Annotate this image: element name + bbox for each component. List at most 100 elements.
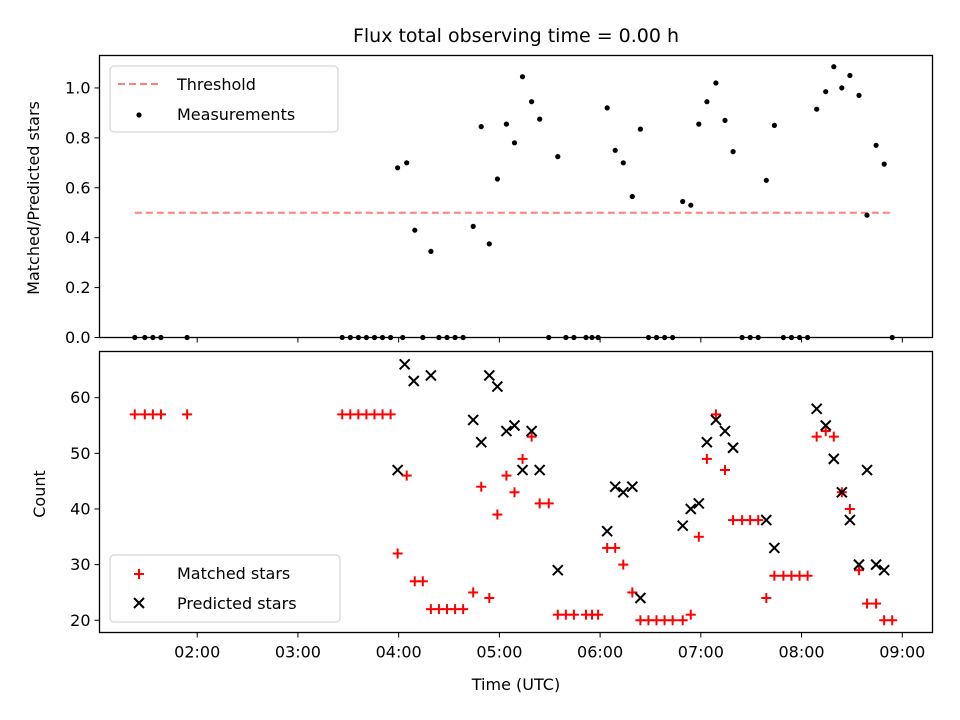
- measurement-point: [730, 149, 736, 155]
- top-axes-frame: [98, 54, 934, 339]
- y-tick-label: 30: [70, 555, 90, 574]
- matched-star-marker: [182, 409, 193, 420]
- bottom-legend-box: [109, 554, 341, 623]
- x-tick-label: 06:00: [577, 643, 623, 662]
- predicted-star-marker: [408, 375, 420, 387]
- figure-title: Flux total observing time = 0.00 h: [353, 25, 679, 47]
- predicted-star-marker: [533, 464, 546, 476]
- predicted-star-marker: [398, 358, 411, 371]
- matched-star-marker: [887, 615, 898, 626]
- matched-star-marker: [820, 426, 831, 437]
- matched-star-marker: [769, 570, 780, 581]
- predicted-star-marker: [491, 380, 504, 393]
- measurement-point: [395, 165, 401, 171]
- predicted-star-marker: [626, 481, 639, 493]
- matched-star-marker: [728, 515, 739, 526]
- matched-star-marker: [501, 470, 512, 481]
- bottom-panel: Count Time (UTC) 20 30 40 50 60 02:00 03:00 04…: [30, 350, 934, 694]
- measurement-point: [814, 106, 820, 112]
- matched-star-marker: [618, 559, 629, 570]
- matched-legend-marker: [134, 569, 144, 579]
- measurement-point: [537, 116, 543, 122]
- measurement-point: [823, 89, 829, 95]
- measurement-point: [688, 202, 694, 208]
- measurements-legend-marker: [136, 112, 142, 118]
- x-tick-label: 09:00: [879, 643, 925, 662]
- matched-star-marker: [517, 453, 528, 464]
- matched-star-marker: [534, 498, 545, 509]
- y-tick-label: 40: [70, 499, 90, 518]
- predicted-star-marker: [844, 514, 856, 526]
- measurement-point: [763, 177, 769, 183]
- matched-star-marker: [685, 609, 696, 620]
- matched-star-marker: [155, 409, 166, 420]
- predicted-star-marker: [483, 369, 496, 382]
- x-tick-label: 02:00: [174, 643, 220, 662]
- top-legend-box: [109, 65, 339, 133]
- matched-star-marker: [853, 565, 864, 576]
- predicted-star-marker: [508, 419, 521, 432]
- measurement-point: [637, 126, 644, 132]
- predicted-star-marker: [878, 564, 890, 576]
- matched-star-marker: [844, 503, 855, 514]
- y-tick-label: 50: [70, 444, 90, 463]
- bottom-axes-frame: [98, 350, 934, 634]
- bottom-y-axis-label: Count: [30, 470, 49, 518]
- matched-star-marker: [392, 548, 403, 559]
- matched-star-marker: [492, 509, 503, 520]
- measurement-point: [881, 161, 887, 167]
- predicted-star-marker: [685, 503, 697, 515]
- measurement-point: [831, 64, 837, 70]
- measurement-point: [856, 92, 862, 98]
- matched-star-marker: [417, 576, 428, 587]
- matched-star-marker: [484, 593, 495, 604]
- predicted-star-marker: [552, 564, 564, 576]
- measurement-point: [470, 223, 476, 229]
- x-tick-label: 04:00: [376, 643, 422, 662]
- x-tick-label: 07:00: [678, 643, 724, 662]
- matched-star-marker: [468, 587, 479, 598]
- predicted-star-marker: [525, 425, 538, 437]
- predicted-star-marker: [601, 525, 613, 537]
- measurement-point: [478, 124, 484, 130]
- matched-star-marker: [627, 587, 638, 598]
- top-panel: Matched/Predicted stars 0.0 0.2 0.4 0.6 0.8 1…: [24, 54, 934, 347]
- predicted-star-marker: [710, 414, 722, 426]
- matched-star-marker: [401, 470, 412, 481]
- y-tick-label: 0.8: [65, 128, 90, 147]
- y-tick-label: 0.2: [65, 278, 90, 297]
- y-tick-label: 1.0: [65, 78, 90, 97]
- predicted-star-marker: [500, 425, 513, 437]
- predicted-legend-marker: [133, 597, 145, 609]
- measurement-point: [486, 241, 492, 247]
- bottom-x-axis-label: Time (UTC): [471, 675, 560, 694]
- predicted-star-marker: [727, 442, 739, 454]
- x-tick-label: 03:00: [275, 643, 321, 662]
- matched-star-marker: [693, 531, 704, 542]
- x-tick-label: 05:00: [476, 643, 522, 662]
- predicted-star-marker: [467, 414, 479, 426]
- measurement-point: [696, 121, 702, 127]
- matched-star-marker: [761, 593, 772, 604]
- measurement-point: [612, 147, 618, 153]
- matched-star-marker: [509, 487, 520, 498]
- measurements-legend-label: Measurements: [177, 105, 295, 124]
- bottom-y-axis: 20 30 40 50 60: [70, 388, 100, 630]
- measurement-point: [555, 154, 561, 160]
- measurement-point: [494, 176, 500, 182]
- matched-star-marker: [458, 604, 469, 615]
- predicted-star-marker: [820, 419, 832, 432]
- matched-star-marker: [129, 409, 140, 420]
- measurement-point: [722, 117, 728, 123]
- matched-star-marker: [476, 481, 487, 492]
- measurement-point: [629, 193, 635, 200]
- measurement-point: [864, 212, 870, 218]
- matched-star-marker: [543, 498, 554, 509]
- predicted-star-marker: [475, 436, 487, 448]
- measurement-point: [839, 85, 845, 91]
- measurement-point: [713, 80, 719, 86]
- matched-star-marker: [701, 453, 712, 464]
- matched-legend-label: Matched stars: [177, 564, 290, 583]
- predicted-star-marker: [760, 514, 773, 526]
